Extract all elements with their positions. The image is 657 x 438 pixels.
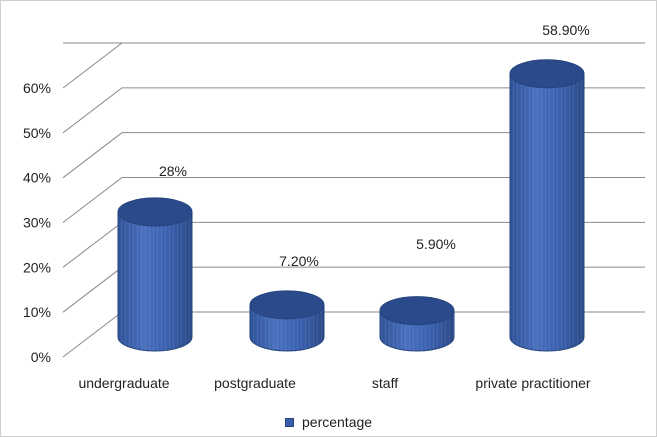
bar-texture-2 bbox=[380, 310, 454, 351]
bar-undergraduate bbox=[117, 197, 193, 352]
x-tick-label-2: staff bbox=[372, 375, 398, 391]
data-label-1: 7.20% bbox=[279, 253, 319, 269]
x-tick-label-1: postgraduate bbox=[214, 375, 296, 391]
bar-top-2 bbox=[379, 296, 455, 326]
data-label-0: 28% bbox=[159, 163, 187, 179]
y-tick-label-10pct: 10% bbox=[23, 304, 51, 320]
data-label-3: 58.90% bbox=[542, 22, 589, 38]
bar-top-3 bbox=[509, 59, 585, 89]
legend-swatch bbox=[285, 417, 294, 427]
gridline-30pct bbox=[62, 177, 645, 223]
data-labels-layer: 28% 7.20% 5.90% 58.90% bbox=[159, 22, 590, 269]
y-tick-label-50pct: 50% bbox=[23, 125, 51, 141]
y-tick-label-20pct: 20% bbox=[23, 259, 51, 275]
data-label-2: 5.90% bbox=[416, 236, 456, 252]
bar-private-practitioner bbox=[509, 59, 585, 352]
x-tick-label-0: undergraduate bbox=[78, 375, 169, 391]
gridline-50pct bbox=[62, 87, 645, 134]
x-axis: undergraduate postgraduate staff private pr… bbox=[78, 375, 590, 391]
y-tick-label-30pct: 30% bbox=[23, 215, 51, 231]
bar-texture-3 bbox=[510, 73, 584, 351]
bar-postgraduate bbox=[249, 290, 325, 352]
bar-top-1 bbox=[249, 290, 325, 320]
legend: percentage bbox=[285, 414, 372, 430]
y-tick-label-60pct: 60% bbox=[23, 80, 51, 96]
bars-layer bbox=[117, 59, 585, 352]
bar-staff bbox=[379, 296, 455, 352]
bar-texture-1 bbox=[250, 304, 324, 351]
y-tick-label-0pct: 0% bbox=[31, 349, 51, 365]
y-axis: 0% 10% 20% 30% 40% 50% 60% bbox=[23, 80, 51, 365]
legend-label: percentage bbox=[302, 414, 373, 430]
y-tick-label-40pct: 40% bbox=[23, 170, 51, 186]
gridline-40pct bbox=[62, 132, 645, 179]
bar-top-0 bbox=[117, 197, 193, 227]
x-tick-label-3: private practitioner bbox=[475, 375, 591, 391]
bar-texture-0 bbox=[118, 211, 192, 351]
